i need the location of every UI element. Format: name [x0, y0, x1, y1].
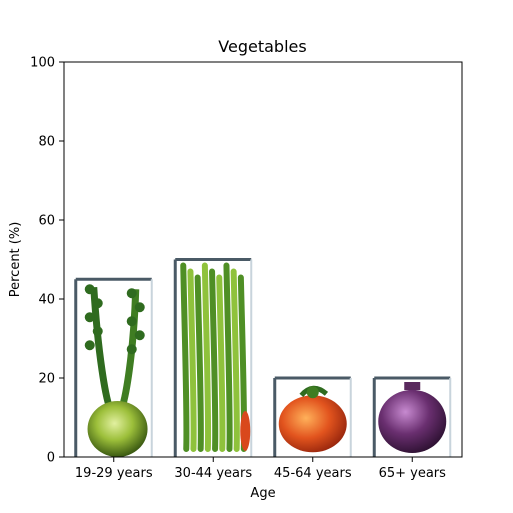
y-tick-label: 0: [47, 451, 55, 466]
y-axis-label: Percent (%): [8, 222, 23, 298]
plot-frame: [63, 61, 463, 458]
y-tick-label: 40: [38, 293, 55, 308]
bars: [74, 258, 452, 457]
bar: [372, 376, 452, 457]
bar: [273, 376, 352, 457]
y-tick-label: 100: [30, 56, 55, 71]
bar: [173, 258, 253, 457]
y-axis: 0 20 40 60 80 100: [30, 56, 64, 466]
celery-root-icon: [84, 284, 148, 457]
x-axis-label: Age: [250, 486, 275, 501]
y-tick-label: 20: [38, 372, 55, 387]
chart-title: Vegetables: [218, 37, 306, 56]
x-axis: 19-29 years 30-44 years 45-64 years 65+ yea…: [75, 457, 446, 481]
bar: [74, 277, 153, 457]
x-tick-label: 45-64 years: [274, 466, 352, 481]
eggplant-icon: [378, 382, 447, 454]
y-tick-label: 80: [38, 135, 55, 150]
celery-stalks-icon: [180, 262, 251, 452]
x-tick-label: 30-44 years: [174, 466, 252, 481]
y-tick-label: 60: [38, 214, 55, 229]
x-tick-label: 65+ years: [379, 466, 447, 481]
red-pepper-icon: [278, 385, 347, 453]
x-tick-label: 19-29 years: [75, 466, 153, 481]
